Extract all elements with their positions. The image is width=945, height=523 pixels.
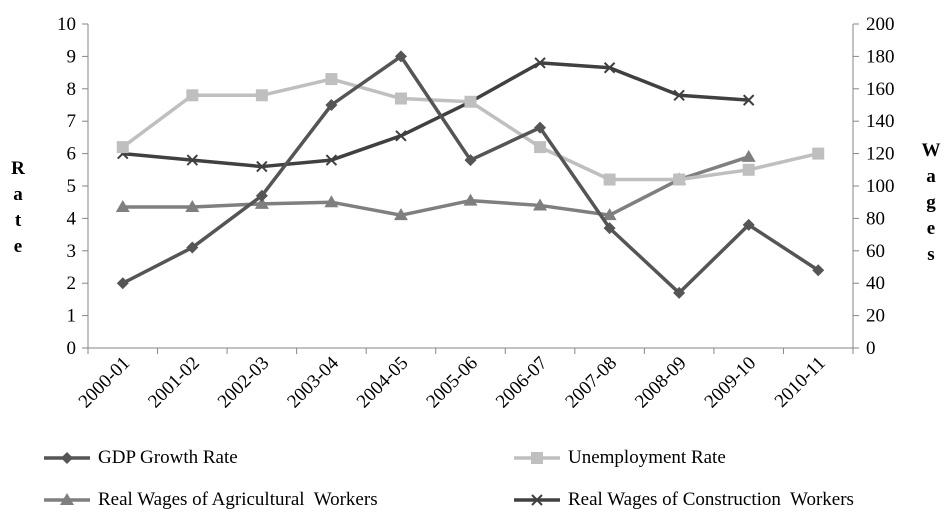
data-point — [254, 196, 269, 209]
data-point — [812, 264, 825, 277]
y-tick-label-left: 6 — [67, 144, 77, 165]
y-tick-label-left: 4 — [67, 208, 77, 229]
data-point — [673, 286, 686, 299]
data-point — [255, 189, 268, 202]
data-point — [533, 198, 548, 211]
y-tick-label-right: 200 — [866, 14, 895, 35]
data-point — [534, 121, 547, 134]
y-tick-label-right: 100 — [866, 176, 895, 197]
data-point — [602, 208, 617, 221]
data-point — [603, 173, 616, 186]
data-point — [115, 200, 130, 213]
data-point — [673, 173, 686, 186]
data-point — [325, 73, 338, 86]
data-point — [324, 195, 339, 208]
series-1 — [116, 73, 825, 186]
series-3 — [117, 57, 755, 173]
data-point — [742, 163, 755, 176]
series-0 — [116, 50, 825, 299]
data-point — [464, 154, 477, 167]
data-point — [464, 95, 477, 108]
x-tick-label: 2008-09 — [631, 353, 691, 413]
y-tick-label-left: 7 — [67, 111, 77, 132]
series-layer — [115, 50, 825, 299]
data-point — [185, 200, 200, 213]
data-point — [393, 208, 408, 221]
y-tick-label-right: 80 — [866, 208, 885, 229]
data-point — [116, 277, 129, 290]
y-tick-label-left: 2 — [67, 273, 77, 294]
data-point — [395, 130, 407, 142]
y-tick-label-left: 1 — [67, 306, 77, 327]
x-tick-label: 2007-08 — [561, 353, 621, 413]
data-point — [534, 57, 546, 69]
data-point — [742, 218, 755, 231]
series-line — [122, 155, 750, 217]
y-tick-label-right: 120 — [866, 144, 895, 165]
y-tick-label-left: 5 — [67, 176, 77, 197]
y-tick-label-left: 10 — [57, 14, 76, 35]
x-tick-label: 2001-02 — [144, 353, 204, 413]
data-point — [812, 147, 825, 160]
data-point — [394, 50, 407, 63]
data-point — [325, 99, 338, 111]
data-point — [742, 94, 755, 106]
data-point — [673, 89, 685, 101]
data-point — [463, 193, 478, 206]
y-tick-label-right: 20 — [866, 306, 885, 327]
x-tick-label: 2005-06 — [422, 353, 482, 413]
y-tick-label-right: 60 — [866, 241, 885, 262]
y-tick-label-right: 40 — [866, 273, 885, 294]
data-point — [325, 154, 338, 166]
data-point — [186, 89, 199, 102]
x-tick-label: 2003-04 — [283, 352, 343, 412]
y-tick-label-right: 180 — [866, 46, 895, 67]
x-tick-label: 2000-01 — [75, 353, 135, 413]
x-tick-label: 2002-03 — [214, 353, 274, 413]
data-point — [186, 154, 199, 166]
data-point — [255, 89, 268, 102]
y-tick-label-left: 0 — [67, 338, 77, 359]
y-tick-label-left: 9 — [67, 46, 77, 67]
data-point — [186, 241, 199, 254]
data-point — [603, 222, 616, 235]
series-line — [122, 61, 749, 169]
data-point — [741, 149, 756, 162]
x-tick-label: 2009-10 — [701, 353, 761, 413]
data-point — [603, 62, 616, 74]
y-tick-label-left: 3 — [67, 241, 77, 262]
axes: 0123456789100204060801001201401601802002… — [57, 14, 895, 412]
x-tick-label: 2004-05 — [353, 353, 413, 413]
x-tick-label: 2006-07 — [492, 353, 552, 413]
data-point — [394, 92, 407, 105]
y-tick-label-right: 0 — [866, 338, 876, 359]
y-tick-label-right: 160 — [866, 79, 895, 100]
x-tick-label: 2010-11 — [771, 353, 830, 412]
data-point — [256, 160, 268, 173]
y-tick-label-left: 8 — [67, 79, 77, 100]
y-tick-label-right: 140 — [866, 111, 895, 132]
data-point — [534, 141, 547, 154]
data-point — [116, 141, 129, 154]
